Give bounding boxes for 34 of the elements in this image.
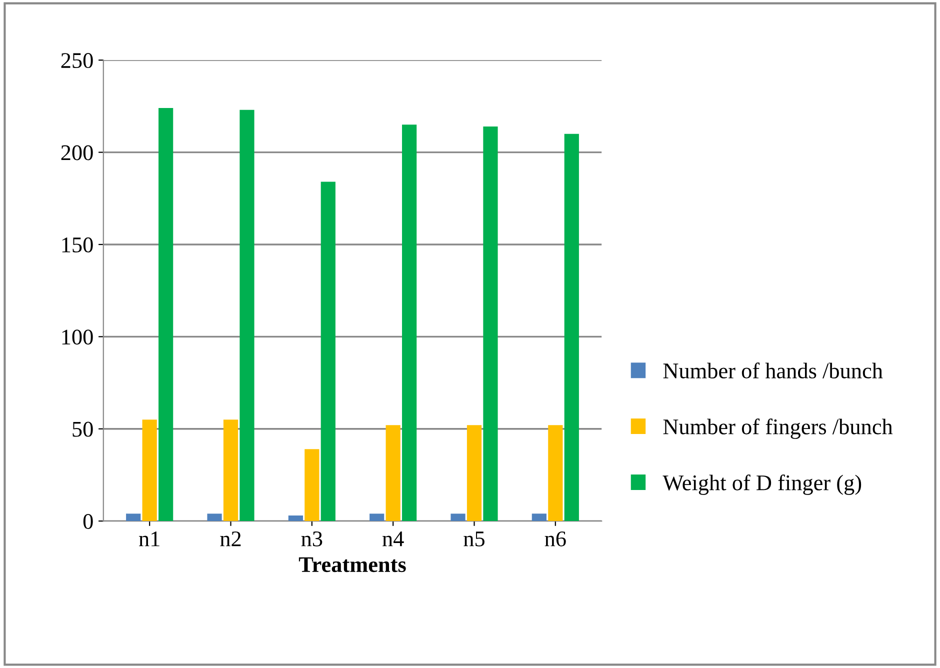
x-tick-label: n6 (544, 531, 566, 546)
bar (402, 124, 417, 522)
bar (126, 514, 141, 522)
x-tick-label: n1 (138, 532, 160, 546)
bar (450, 514, 466, 522)
bar (386, 425, 400, 522)
bar (564, 134, 579, 522)
y-tick-label: 0 (83, 514, 93, 529)
y-tick-label: 250 (61, 53, 93, 68)
y-tick-label: 50 (72, 422, 93, 437)
x-tick-label: n3 (301, 531, 322, 546)
bar (207, 514, 222, 522)
legend-label: Weight of D finger (g) (662, 474, 862, 495)
bar (532, 514, 546, 522)
bar (304, 449, 320, 522)
bar (223, 420, 238, 522)
bar (320, 182, 336, 522)
bar (466, 425, 482, 522)
legend-label: Number of hands /bunch (663, 362, 883, 378)
y-tick-label: 100 (62, 330, 93, 345)
bar (158, 108, 174, 522)
bar (142, 420, 157, 522)
x-tick-label: n5 (464, 532, 484, 546)
x-axis-title: Treatments (298, 557, 406, 572)
y-tick-label: 200 (61, 145, 93, 160)
bar (240, 110, 254, 522)
x-tick-label: n4 (382, 532, 404, 546)
bar (483, 126, 498, 522)
x-tick-label: n2 (220, 531, 241, 546)
bar (288, 516, 303, 522)
bar (548, 425, 563, 522)
legend-label: Number of fingers /bunch (663, 418, 893, 439)
y-tick-label: 150 (62, 237, 93, 252)
bar (370, 514, 384, 522)
